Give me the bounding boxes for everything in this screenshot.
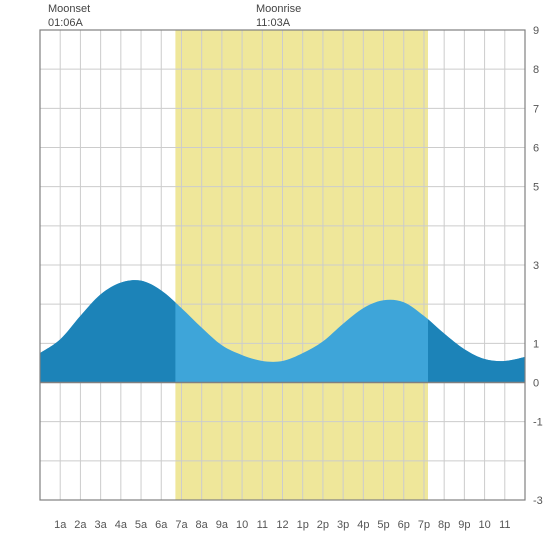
y-tick-label: 9 (533, 25, 539, 37)
x-tick-label: 9p (458, 519, 470, 531)
y-tick-label: 1 (533, 338, 539, 350)
x-tick-label: 7p (418, 519, 430, 531)
x-tick-label: 6a (155, 519, 168, 531)
x-tick-label: 3a (95, 519, 108, 531)
y-tick-label: 7 (533, 103, 539, 115)
tide-chart: Moonset 01:06A Moonrise 11:03A -3 -1 0 1 3 5 6… (0, 0, 550, 550)
y-tick-label: 6 (533, 143, 539, 155)
x-tick-label: 4p (357, 519, 369, 531)
x-tick-label: 5p (377, 519, 389, 531)
y-tick-label: 5 (533, 182, 539, 194)
y-tick-label: 8 (533, 64, 539, 76)
y-tick-label: -1 (533, 417, 543, 429)
moonset-label: Moonset 01:06A (48, 2, 90, 31)
x-tick-label: 1p (297, 519, 309, 531)
x-tick-label: 3p (337, 519, 349, 531)
x-tick-label: 1a (54, 519, 67, 531)
chart-svg: -3 -1 0 1 3 5 6 7 8 9 1a 2a 3a 4a 5a 6a 7a 8a 9a 10 11 12 1p 2p… (0, 0, 550, 550)
moonrise-label: Moonrise 11:03A (256, 2, 301, 31)
x-tick-label: 8p (438, 519, 450, 531)
x-tick-label: 2a (74, 519, 87, 531)
x-tick-label: 12 (276, 519, 288, 531)
x-tick-label: 10 (236, 519, 248, 531)
x-tick-label: 4a (115, 519, 128, 531)
x-tick-label: 9a (216, 519, 229, 531)
x-tick-label: 10 (478, 519, 490, 531)
moonrise-title: Moonrise (256, 2, 301, 16)
x-tick-label: 7a (175, 519, 188, 531)
y-tick-label: 0 (533, 378, 539, 390)
y-tick-label: -3 (533, 495, 543, 507)
moonset-title: Moonset (48, 2, 90, 16)
x-tick-label: 2p (317, 519, 329, 531)
moonrise-value: 11:03A (256, 16, 301, 30)
y-tick-label: 3 (533, 260, 539, 272)
x-tick-label: 11 (499, 519, 510, 531)
moonset-value: 01:06A (48, 16, 90, 30)
x-tick-label: 5a (135, 519, 148, 531)
x-tick-label: 8a (196, 519, 209, 531)
x-tick-label: 6p (398, 519, 410, 531)
x-tick-label: 11 (257, 519, 268, 531)
